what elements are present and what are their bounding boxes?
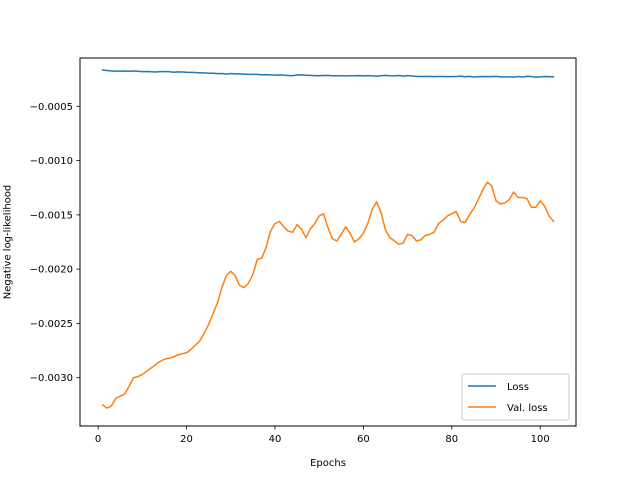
series-line-1 xyxy=(101,181,555,409)
y-tick-label: −0.0005 xyxy=(30,102,73,113)
series-line-0 xyxy=(101,69,555,78)
y-tick-label: −0.0015 xyxy=(30,210,73,221)
x-tick-label: 60 xyxy=(357,434,370,445)
x-tick-label: 80 xyxy=(445,434,458,445)
y-tick-label: −0.0025 xyxy=(30,319,73,330)
legend-label-1: Val. loss xyxy=(507,403,548,414)
x-tick-label: 40 xyxy=(269,434,282,445)
y-tick-label: −0.0030 xyxy=(30,373,73,384)
legend-label-0: Loss xyxy=(507,382,529,393)
series-layer xyxy=(101,69,555,409)
x-tick-label: 20 xyxy=(180,434,193,445)
x-axis: 0 20 40 60 80 100 xyxy=(95,426,550,445)
y-tick-label: −0.0010 xyxy=(30,156,73,167)
y-tick-label: −0.0020 xyxy=(30,265,73,276)
y-axis-label: Negative log-likelihood xyxy=(2,185,13,300)
y-axis: −0.0030 −0.0025 −0.0020 −0.0015 −0.0010 −0.00… xyxy=(30,102,80,384)
x-axis-label: Epochs xyxy=(310,458,346,469)
x-tick-label: 100 xyxy=(531,434,550,445)
x-tick-label: 0 xyxy=(95,434,101,445)
legend: Loss Val. loss xyxy=(461,373,570,421)
plot-frame xyxy=(79,57,577,427)
